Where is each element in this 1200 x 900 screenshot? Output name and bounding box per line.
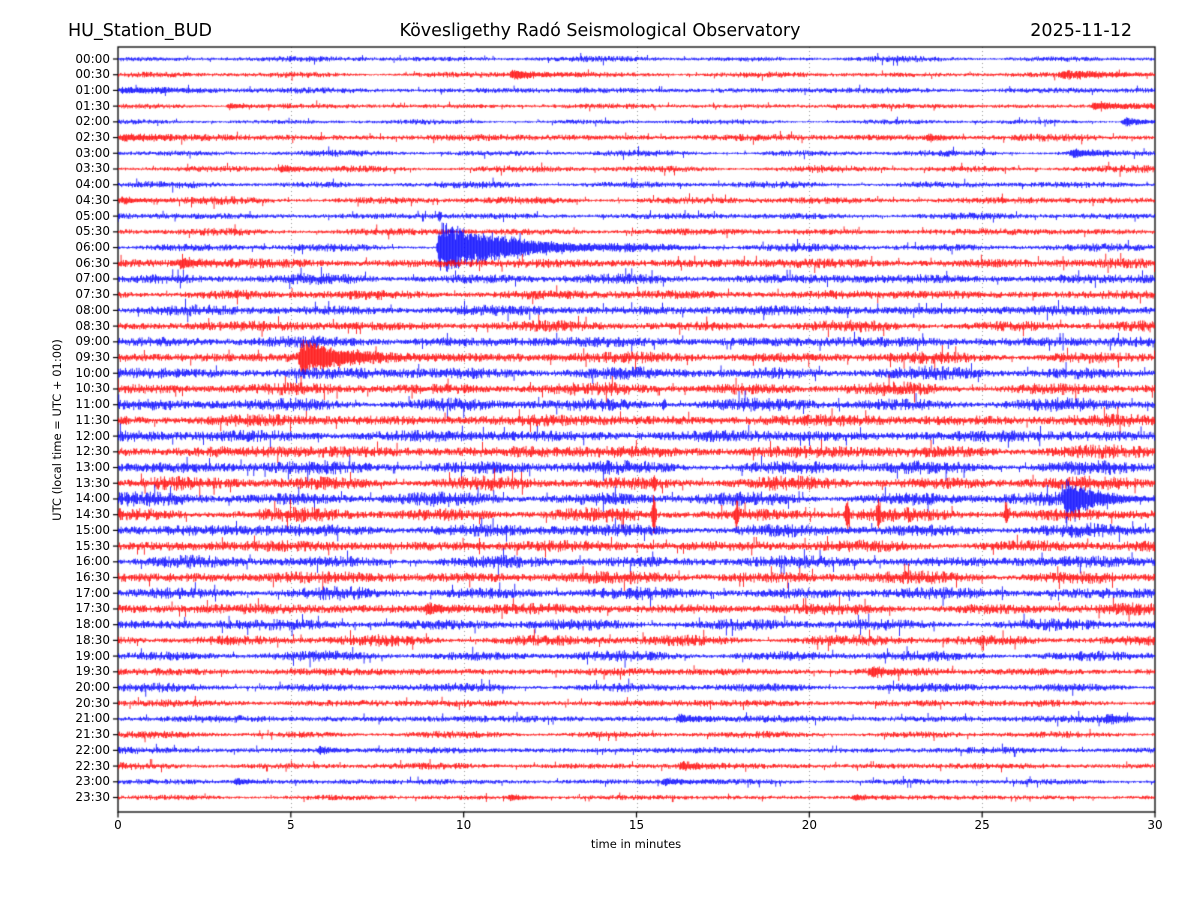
- y-tick-label: 21:30: [75, 727, 110, 742]
- x-tick-label: 30: [1147, 818, 1163, 832]
- y-tick-label: 02:00: [75, 114, 110, 129]
- y-tick-label: 19:00: [75, 648, 110, 663]
- y-tick-label: 22:30: [75, 758, 110, 773]
- y-tick-label: 06:00: [75, 240, 110, 255]
- y-tick-label: 09:30: [75, 350, 110, 365]
- y-tick-label: 08:00: [75, 302, 110, 317]
- y-tick-label: 03:30: [75, 161, 110, 176]
- y-tick-label: 13:30: [75, 475, 110, 490]
- y-tick-label: 15:00: [75, 522, 110, 537]
- y-tick-label: 10:00: [75, 365, 110, 380]
- y-tick-label: 05:00: [75, 208, 110, 223]
- y-tick-label: 11:30: [75, 412, 110, 427]
- y-tick-label: 20:30: [75, 695, 110, 710]
- y-tick-label: 13:00: [75, 460, 110, 475]
- y-tick-label: 20:00: [75, 680, 110, 694]
- x-axis-label: time in minutes: [590, 837, 682, 851]
- y-tick-label: 23:00: [75, 774, 110, 789]
- y-tick-label: 07:30: [75, 287, 110, 302]
- y-tick-label: 10:30: [75, 381, 110, 396]
- x-tick-label: 5: [287, 818, 295, 832]
- y-tick-label: 06:30: [75, 255, 110, 270]
- y-tick-label: 09:00: [75, 334, 110, 349]
- y-axis-label: UTC (local time = UTC + 01:00): [50, 339, 64, 521]
- y-tick-label: 12:30: [75, 444, 110, 459]
- y-tick-label: 04:30: [75, 192, 110, 207]
- y-tick-label: 11:00: [75, 397, 110, 412]
- y-tick-label: 00:30: [75, 67, 110, 82]
- station-title: HU_Station_BUD: [68, 21, 212, 41]
- y-tick-label: 14:30: [75, 507, 110, 522]
- y-tick-label: 01:00: [75, 82, 110, 97]
- y-tick-label: 18:00: [75, 617, 110, 632]
- x-tick-label: 20: [801, 818, 817, 832]
- x-tick-label: 10: [456, 818, 472, 832]
- x-tick-label: 0: [114, 818, 122, 832]
- y-tick-label: 02:30: [75, 130, 110, 145]
- y-tick-label: 04:00: [75, 177, 110, 192]
- y-tick-label: 01:30: [75, 98, 110, 113]
- y-tick-label: 16:00: [75, 554, 110, 569]
- y-tick-label: 16:30: [75, 570, 110, 585]
- y-tick-label: 08:30: [75, 318, 110, 333]
- y-tick-label: 12:00: [75, 428, 110, 443]
- y-tick-label: 19:30: [75, 664, 110, 679]
- y-tick-label: 03:00: [75, 145, 110, 160]
- y-tick-label: 17:00: [75, 585, 110, 600]
- y-tick-label: 18:30: [75, 632, 110, 647]
- y-tick-label: 23:30: [75, 790, 110, 804]
- observatory-title: Kövesligethy Radó Seismological Observat…: [399, 21, 801, 41]
- x-tick-label: 25: [974, 818, 990, 832]
- y-tick-label: 00:00: [75, 51, 110, 66]
- y-tick-label: 14:00: [75, 491, 110, 506]
- y-tick-label: 15:30: [75, 538, 110, 553]
- y-tick-label: 22:00: [75, 742, 110, 757]
- y-tick-label: 05:30: [75, 224, 110, 239]
- date-title: 2025-11-12: [1030, 21, 1132, 41]
- y-tick-label: 07:00: [75, 271, 110, 286]
- y-tick-label: 17:30: [75, 601, 110, 616]
- y-tick-label: 21:00: [75, 711, 110, 726]
- x-tick-label: 15: [628, 818, 645, 832]
